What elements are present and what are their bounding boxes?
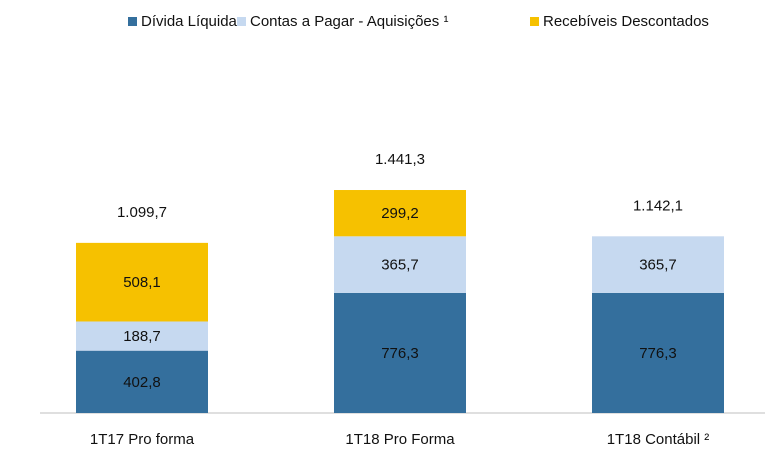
- bar-segment: [334, 190, 466, 237]
- legend-label: Recebíveis Descontados: [543, 13, 709, 30]
- bar-segment: [592, 292, 724, 413]
- total-label: 1.099,7: [117, 204, 167, 221]
- value-label: 365,7: [639, 257, 677, 274]
- x-tick-label: 1T18 Pro Forma: [345, 431, 455, 448]
- legend-label: Contas a Pagar - Aquisições ¹: [250, 13, 448, 30]
- value-label: 299,2: [381, 205, 419, 222]
- bar-segment: [334, 236, 466, 293]
- bar-segment: [76, 321, 208, 351]
- total-label: 1.142,1: [633, 197, 683, 214]
- value-label: 508,1: [123, 274, 161, 291]
- legend-label: Dívida Líquida: [141, 13, 238, 30]
- value-label: 776,3: [639, 345, 677, 362]
- value-label: 402,8: [123, 374, 161, 391]
- bar-segment: [334, 292, 466, 413]
- value-label: 365,7: [381, 257, 419, 274]
- bar-segment: [76, 350, 208, 413]
- legend-swatch: [237, 17, 246, 26]
- bar-segment: [592, 236, 724, 293]
- legend-swatch: [530, 17, 539, 26]
- x-tick-label: 1T18 Contábil ²: [607, 431, 710, 448]
- total-label: 1.441,3: [375, 151, 425, 168]
- value-label: 776,3: [381, 345, 419, 362]
- x-tick-label: 1T17 Pro forma: [90, 431, 195, 448]
- bar-segment: [76, 242, 208, 322]
- legend-swatch: [128, 17, 137, 26]
- value-label: 188,7: [123, 328, 161, 345]
